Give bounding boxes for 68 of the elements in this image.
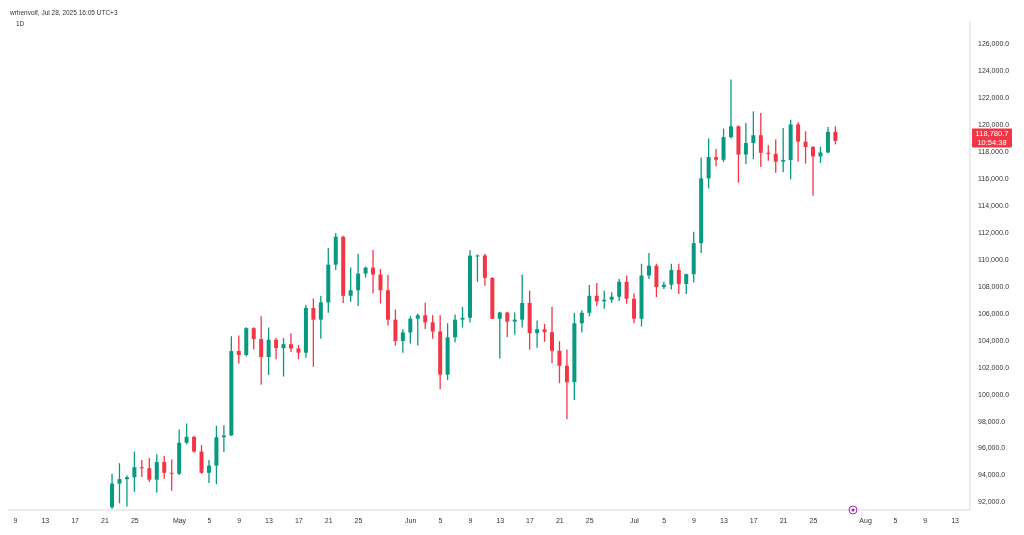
candlestick (356, 253, 361, 307)
candlestick (811, 145, 816, 197)
candlestick (259, 315, 264, 386)
candlestick (423, 302, 428, 330)
candlestick (676, 263, 681, 295)
candlestick (430, 314, 435, 340)
candlestick (162, 455, 167, 480)
candlestick (408, 315, 413, 345)
candlestick (281, 337, 286, 378)
candlestick (781, 127, 786, 173)
candlestick (139, 459, 144, 478)
candlestick (110, 473, 115, 510)
candlestick (184, 422, 189, 445)
candlestick (706, 137, 711, 190)
candlestick (796, 121, 801, 163)
candlestick (318, 295, 323, 340)
candlestick (512, 311, 517, 336)
candlestick (154, 453, 159, 494)
candlestick (199, 444, 204, 475)
candlestick (743, 122, 748, 165)
candlestick (758, 112, 763, 168)
candlestick (482, 253, 487, 287)
candlestick (654, 263, 659, 298)
candlestick (124, 474, 129, 508)
candlestick (289, 332, 294, 353)
candlestick (728, 78, 733, 140)
candlestick (773, 138, 778, 174)
candlestick (147, 457, 152, 483)
candlestick (669, 263, 674, 291)
candlestick (714, 148, 719, 167)
candlestick (206, 459, 211, 484)
candlestick (751, 110, 756, 160)
candlestick (617, 278, 622, 302)
candlestick (311, 297, 316, 368)
candlestick (393, 308, 398, 347)
candlestick (460, 306, 465, 329)
candlestick (251, 326, 256, 351)
candlestick (632, 292, 637, 324)
candlestick (415, 312, 420, 347)
candlestick (587, 284, 592, 317)
candlestick (646, 252, 651, 280)
candlestick (550, 306, 555, 364)
candlestick (520, 273, 525, 329)
candlestick (825, 126, 830, 154)
candlestick (721, 127, 726, 163)
candlestick (236, 334, 241, 365)
candlestick (266, 326, 271, 376)
candlestick (505, 311, 510, 338)
candlestick (221, 424, 226, 453)
candlestick (594, 282, 599, 307)
candlestick (132, 450, 137, 493)
candlestick (684, 272, 689, 295)
candlestick (833, 125, 838, 146)
candlestick (348, 266, 353, 303)
candlestick (169, 458, 174, 492)
candlestick (400, 328, 405, 354)
candlestick (497, 311, 502, 360)
candlestick (274, 337, 279, 360)
candlestick (475, 253, 480, 283)
candlestick (535, 319, 540, 349)
candlestick (117, 462, 122, 504)
candlestick (579, 309, 584, 334)
candlestick (624, 274, 629, 305)
candlestick (378, 268, 383, 304)
candlestick (803, 130, 808, 165)
candlestick (453, 313, 458, 343)
candlestick (557, 340, 562, 384)
candlestick (564, 348, 569, 420)
